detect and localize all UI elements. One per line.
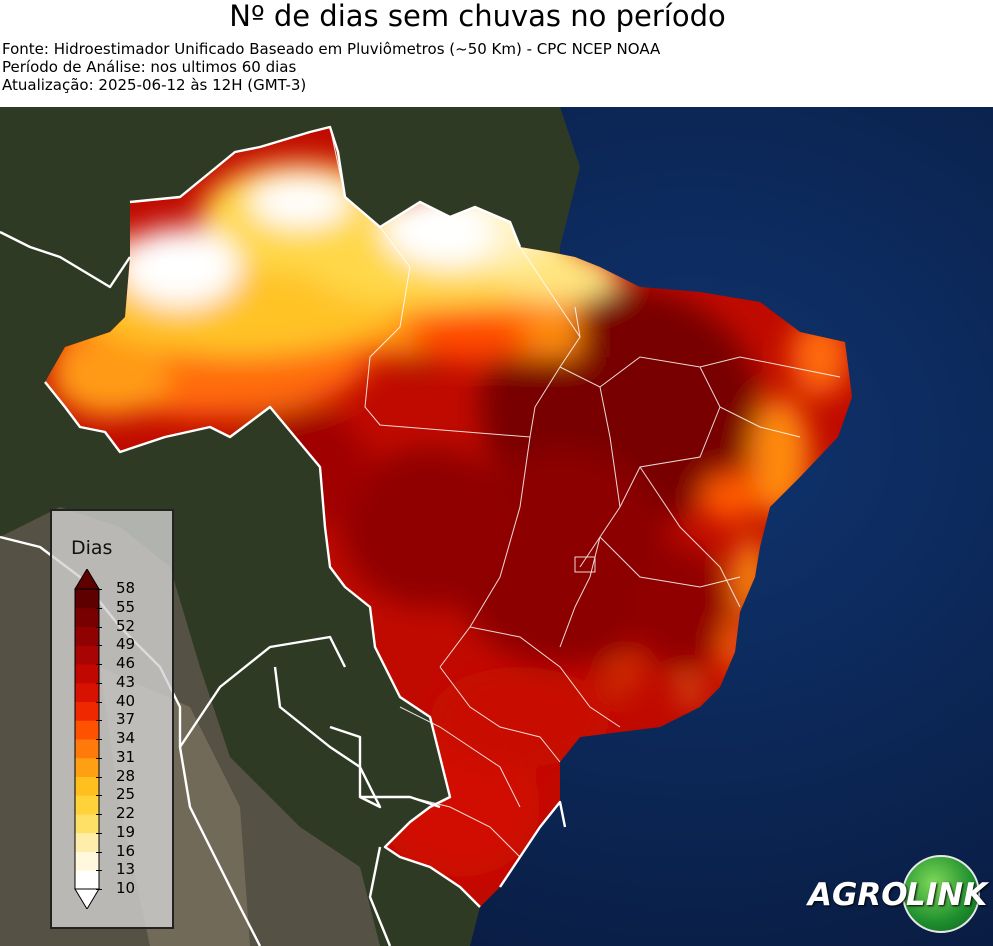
legend-title: Dias <box>71 537 113 559</box>
colorbar-tick-label: 13 <box>116 860 136 879</box>
update-time-text: Atualização: 2025-06-12 às 12H (GMT-3) <box>2 76 307 94</box>
colorbar-tick-label: 58 <box>116 579 136 597</box>
colorbar-segment <box>75 832 99 852</box>
logo-text-agro: AGRO <box>808 877 908 913</box>
colorbar-segment <box>75 607 99 627</box>
data-source-text: Fonte: Hidroestimador Unificado Baseado … <box>2 40 661 58</box>
colorbar-tick-label: 46 <box>116 654 136 672</box>
colorbar-tick-mark <box>96 682 102 684</box>
colorbar-legend: Dias 58 55 52 49 46 43 40 37 34 31 28 25 22 19 16 13 10 <box>50 509 174 929</box>
colorbar-tick-mark <box>96 832 102 834</box>
colorbar-segment <box>75 870 99 890</box>
colorbar-tick-label: 55 <box>116 597 136 616</box>
colorbar-tick-label: 43 <box>116 672 136 691</box>
colorbar-tick-mark <box>96 851 102 853</box>
colorbar-tick-label: 25 <box>116 785 136 804</box>
agrolink-logo: AGRO LINK <box>808 855 987 935</box>
colorbar-segment <box>75 851 99 871</box>
colorbar-tick-label: 49 <box>116 635 136 654</box>
colorbar-segment <box>75 757 99 777</box>
colorbar-tick-mark <box>96 870 102 872</box>
colorbar-segment <box>75 589 99 609</box>
colorbar-tick-mark <box>96 757 102 759</box>
colorbar-tick-mark <box>96 645 102 647</box>
colorbar-segment <box>75 776 99 796</box>
colorbar-segment <box>75 645 99 665</box>
colorbar-tick-mark <box>96 814 102 815</box>
logo-text-link: LINK <box>906 877 988 913</box>
analysis-period-text: Período de Análise: nos ultimos 60 dias <box>2 58 297 76</box>
colorbar-segment <box>75 720 99 740</box>
colorbar-extend-max <box>74 569 100 590</box>
colorbar-tick-label: 37 <box>116 710 136 729</box>
colorbar-segment <box>75 701 99 721</box>
colorbar-tick-label: 10 <box>116 879 136 897</box>
colorbar-tick-mark <box>96 889 102 890</box>
colorbar-tick-mark <box>96 776 102 778</box>
colorbar-tick-label: 16 <box>116 841 136 860</box>
colorbar-tick-label: 31 <box>116 747 136 766</box>
colorbar-tick-label: 19 <box>116 822 136 841</box>
state-borders <box>329 126 841 858</box>
colorbar-tick-label: 52 <box>116 616 136 635</box>
colorbar-segment <box>75 682 99 702</box>
colorbar-segment <box>75 739 99 759</box>
colorbar-tick-mark <box>96 720 102 722</box>
colorbar-tick-mark <box>96 607 102 609</box>
figure-title: Nº de dias sem chuvas no período <box>229 0 726 33</box>
colorbar-tick-mark <box>96 739 102 740</box>
colorbar-tick-label: 22 <box>116 804 136 822</box>
colorbar-segment <box>75 626 99 646</box>
colorbar-extend-min <box>74 888 100 909</box>
colorbar-tick-mark <box>96 701 102 703</box>
colorbar-tick-mark <box>96 795 102 797</box>
colorbar-tick-mark <box>96 626 102 628</box>
colorbar-tick-label: 34 <box>116 729 136 747</box>
colorbar-tick-mark <box>96 664 102 665</box>
colorbar-segment <box>75 795 99 815</box>
colorbar-tick-label: 28 <box>116 766 136 785</box>
colorbar-tick-mark <box>96 589 102 590</box>
colorbar-segment <box>75 664 99 684</box>
logo-green-circle <box>902 855 980 933</box>
colorbar-segment <box>75 814 99 834</box>
colorbar-tick-label: 40 <box>116 691 136 710</box>
